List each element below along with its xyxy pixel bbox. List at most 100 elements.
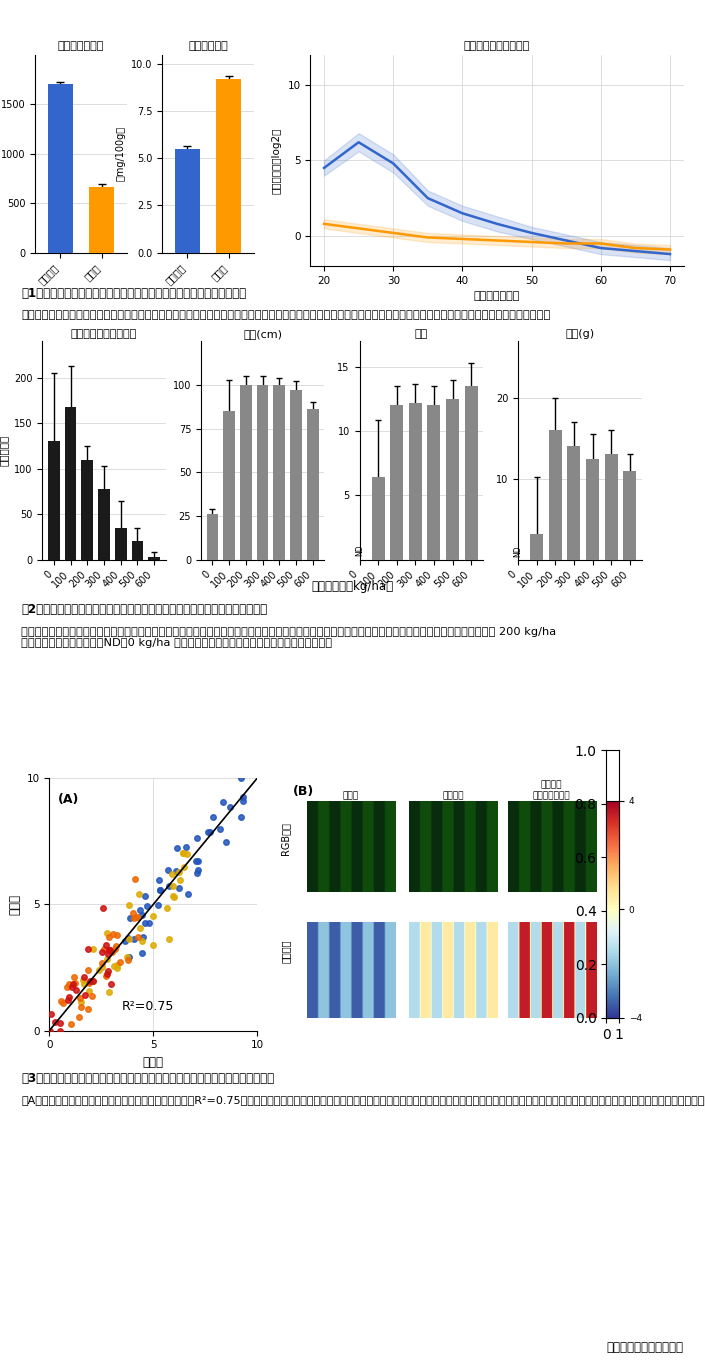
Point [137,930,148,951]
Point [82,998,94,1020]
Point [124,928,135,950]
Point [70,972,81,994]
Point [167,875,178,897]
Point [68,966,80,988]
Point [129,928,140,950]
Point [68,973,79,995]
Point [63,986,75,1007]
Text: RGB画像: RGB画像 [281,822,290,854]
Point [102,964,113,986]
Text: R²=0.75: R²=0.75 [122,1001,175,1013]
Bar [465,386,477,560]
Point [75,991,87,1013]
Point [142,895,153,917]
Point [125,908,136,930]
Point [205,820,216,842]
Title: 草丈(cm): 草丈(cm) [243,329,282,339]
Point [202,822,213,844]
Point [173,876,185,898]
Point [167,863,178,885]
Point [119,930,130,951]
Point [190,850,202,872]
Point [67,976,78,998]
Point [171,860,182,882]
Point [124,946,135,968]
Text: (A): (A) [58,793,79,807]
Point [179,856,190,878]
Point [171,837,183,859]
Bar [391,405,403,560]
Point [98,938,109,960]
Title: 可給態リン酸: 可給態リン酸 [188,41,228,51]
Point [164,875,175,897]
Point [50,1011,61,1033]
Text: 図1　リン栄養環境の異なる２つの水田におけるバイオマーカーの発現: 図1 リン栄養環境の異なる２つの水田におけるバイオマーカーの発現 [21,287,246,300]
Point [101,921,112,943]
Point [100,965,111,987]
Point [55,1020,66,1041]
Point [108,955,119,977]
Point [56,991,67,1013]
Text: リン施肥量（kg/ha）: リン施肥量（kg/ha） [312,580,393,592]
Point [135,917,146,939]
Bar [175,149,200,253]
Point [132,925,143,947]
Point [101,934,112,956]
Title: バイオマーカーの発現: バイオマーカーの発現 [71,329,137,339]
Bar [207,515,219,560]
Bar [427,405,441,560]
Point [104,939,116,961]
X-axis label: 田植え後の日数: 田植え後の日数 [474,292,520,302]
Point [153,894,164,916]
Point [102,961,114,983]
Point [87,939,99,961]
Bar [586,459,599,560]
Point [175,870,186,891]
Point [140,885,151,906]
Title: 沖積土: 沖積土 [343,790,359,800]
Point [86,984,97,1006]
Bar [549,430,562,560]
Bar [115,528,127,560]
Bar [257,385,269,560]
Bar [48,85,73,253]
Text: 図2　リン施肥量の違いがバイオマーカーの発現と生育や収量におよぼす影響: 図2 リン施肥量の違いがバイオマーカーの発現と生育や収量におよぼす影響 [21,603,267,617]
Point [87,971,99,992]
Bar [81,460,93,560]
Point [106,973,117,995]
Bar [568,446,580,560]
Point [58,992,69,1014]
Point [124,894,135,916]
Bar [372,478,385,560]
Point [70,980,82,1002]
Point [97,897,108,919]
Point [238,789,249,811]
Point [162,860,173,882]
Point [78,973,90,995]
Point [78,969,89,991]
Point [180,837,192,859]
Point [108,923,119,945]
Point [83,972,94,994]
Point [82,960,94,981]
Text: リン酸吸収係数が高く、可給態リン酸が少ない黒ボク土の水田（青）では、分げつ形成期にバイオマーカーの発現が誘導されるが、沖積土の水田（橙）では誘導されない。: リン酸吸収係数が高く、可給態リン酸が少ない黒ボク土の水田（青）では、分げつ形成期… [21,310,551,319]
Point [122,946,133,968]
Point [62,976,73,998]
Point [131,906,142,928]
Bar [307,410,319,560]
Point [101,947,112,969]
Bar [623,471,636,560]
Point [63,973,75,995]
Point [87,971,99,992]
Title: 穂重(g): 穂重(g) [565,329,594,339]
Point [173,861,185,883]
Point [97,953,108,975]
Text: (B): (B) [293,785,314,799]
Point [122,927,133,949]
Title: バイオマーカーの発現: バイオマーカーの発現 [464,41,530,51]
Bar [605,455,618,560]
Point [235,767,246,789]
Point [79,984,90,1006]
Point [177,842,188,864]
Point [137,927,149,949]
